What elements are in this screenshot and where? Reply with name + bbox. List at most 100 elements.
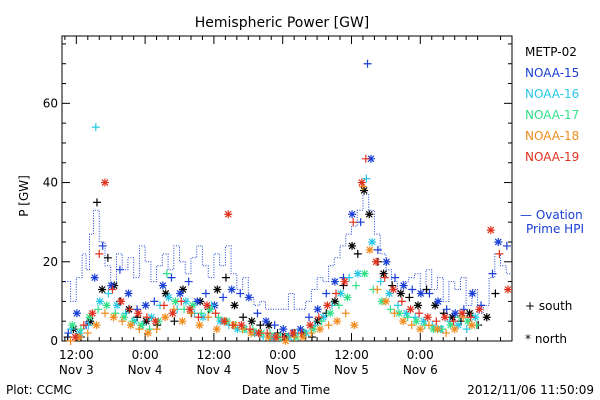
north-point xyxy=(68,321,77,330)
north-point xyxy=(450,325,459,334)
north-point xyxy=(475,305,484,314)
north-point xyxy=(413,301,422,310)
north-point xyxy=(503,285,512,294)
north-point xyxy=(213,285,222,294)
north-point xyxy=(75,333,84,342)
north-point xyxy=(406,305,415,314)
chart-title: Hemispheric Power [GW] xyxy=(195,15,370,31)
north-point xyxy=(348,210,357,219)
north-point xyxy=(113,301,122,310)
south-point xyxy=(356,218,365,227)
south-point xyxy=(115,265,124,274)
south-point xyxy=(466,313,475,322)
south-point xyxy=(391,273,400,282)
north-point xyxy=(244,293,253,302)
south-point xyxy=(324,321,333,330)
north-point xyxy=(366,154,375,163)
north-point xyxy=(168,309,177,318)
north-point xyxy=(279,325,288,334)
north-point xyxy=(216,317,225,326)
south-point xyxy=(390,309,399,318)
north-point xyxy=(465,309,474,318)
south-point xyxy=(491,289,500,298)
north-point xyxy=(109,313,118,322)
south-point xyxy=(305,313,314,322)
legend-noaa-15: NOAA-15 xyxy=(525,66,579,80)
north-point xyxy=(271,333,280,342)
south-point xyxy=(103,253,112,262)
x-tick-date-label: Nov 5 xyxy=(334,363,369,377)
south-point xyxy=(393,301,402,310)
south-point xyxy=(362,174,371,183)
south-point xyxy=(405,293,414,302)
north-point xyxy=(92,321,101,330)
series-metp-02 xyxy=(63,186,500,342)
north-point xyxy=(71,333,80,342)
north-point xyxy=(262,317,271,326)
north-point xyxy=(233,325,242,334)
north-point xyxy=(434,297,443,306)
south-point xyxy=(246,325,255,334)
ovation-prime-hpi-line xyxy=(64,193,512,314)
south-point xyxy=(270,321,279,330)
x-tick-time-label: 0:00 xyxy=(132,348,159,362)
south-point xyxy=(201,289,210,298)
north-point xyxy=(178,285,187,294)
north-point xyxy=(185,305,194,314)
north-point xyxy=(360,186,369,195)
y-tick-label: 60 xyxy=(43,96,58,110)
north-point xyxy=(205,305,214,314)
north-point xyxy=(220,317,229,326)
south-point xyxy=(177,297,186,306)
south-point xyxy=(363,59,372,68)
x-tick-date-label: Nov 4 xyxy=(128,363,163,377)
north-point xyxy=(368,237,377,246)
north-point xyxy=(161,313,170,322)
north-point xyxy=(333,317,342,326)
north-point xyxy=(348,241,357,250)
north-point xyxy=(372,257,381,266)
north-point xyxy=(176,289,185,298)
south-point xyxy=(334,301,343,310)
north-point xyxy=(448,313,457,322)
north-point xyxy=(365,210,374,219)
north-point xyxy=(382,257,391,266)
north-point xyxy=(224,210,233,219)
south-point xyxy=(167,273,176,282)
north-point xyxy=(98,285,107,294)
north-point xyxy=(440,313,449,322)
north-point xyxy=(90,273,99,282)
south-point xyxy=(92,198,101,207)
y-tick-label: 20 xyxy=(43,255,58,269)
x-tick-date-label: Nov 6 xyxy=(403,363,438,377)
south-point xyxy=(95,249,104,258)
north-point xyxy=(188,301,197,310)
north-point xyxy=(423,313,432,322)
south-point xyxy=(403,313,412,322)
north-point xyxy=(396,289,405,298)
north-point xyxy=(395,309,404,318)
south-point xyxy=(397,297,406,306)
x-tick-time-label: 12:00 xyxy=(59,348,94,362)
north-point xyxy=(340,277,349,286)
north-point xyxy=(458,309,467,318)
north-point xyxy=(419,317,428,326)
south-point xyxy=(91,123,100,132)
north-point xyxy=(195,321,204,330)
south-point xyxy=(221,273,230,282)
south-point xyxy=(332,289,341,298)
north-point xyxy=(486,226,495,235)
north-point xyxy=(343,293,352,302)
north-point xyxy=(134,309,143,318)
x-tick-date-label: Nov 4 xyxy=(196,363,231,377)
north-point xyxy=(161,289,170,298)
north-point xyxy=(119,313,128,322)
south-point xyxy=(256,321,265,330)
south-point xyxy=(297,329,306,338)
x-axis-label: Date and Time xyxy=(242,383,330,397)
north-point xyxy=(296,325,305,334)
series-noaa-15 xyxy=(64,59,511,338)
north-point xyxy=(357,178,366,187)
south-point xyxy=(170,317,179,326)
south-point xyxy=(150,297,159,306)
